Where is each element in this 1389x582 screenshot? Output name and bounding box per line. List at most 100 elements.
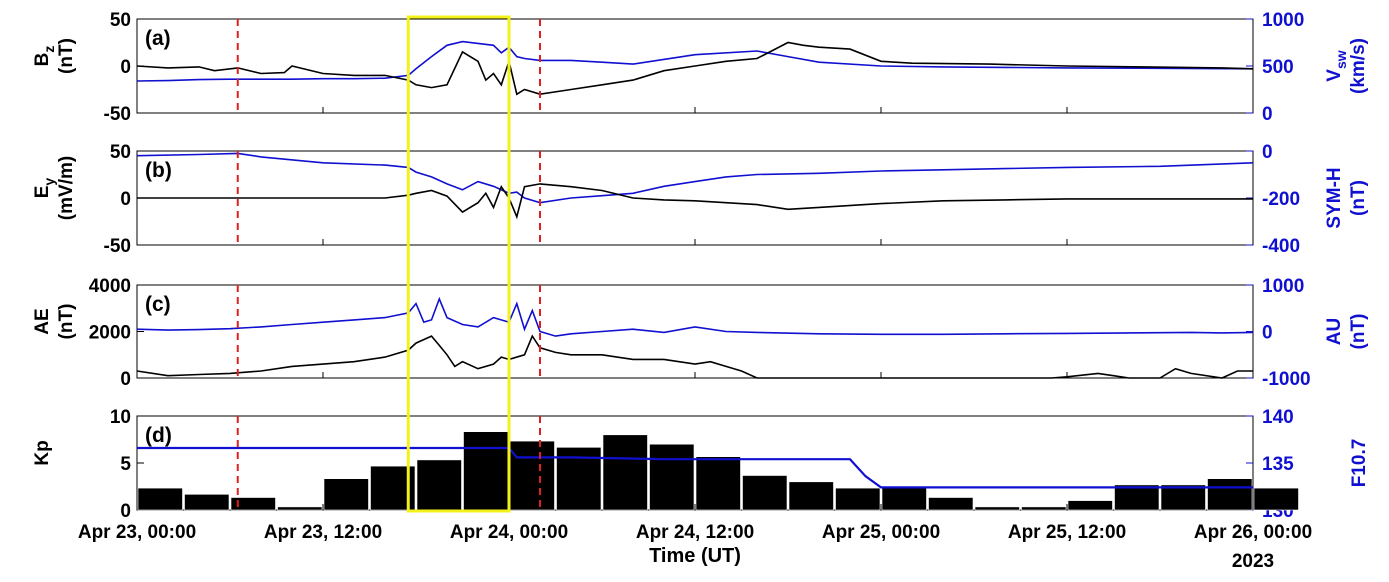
ytick-left-label: 0 [120, 57, 131, 78]
kp-bar [1067, 500, 1113, 511]
ylabel-left-sub: y [41, 178, 57, 186]
kp-bar [509, 440, 555, 511]
ytick-left-label: -50 [104, 104, 131, 125]
ylabel-right-text: Vsw [1324, 50, 1349, 81]
x-axis-title: Time (UT) [649, 545, 741, 567]
ylabel-left-base: E [32, 186, 53, 199]
ylabel-right-base: AU [1324, 318, 1345, 345]
ylabel-left-sub: z [41, 46, 57, 53]
panel-label: (b) [145, 159, 172, 182]
kp-bar [463, 431, 509, 511]
x-tick-label: Apr 24, 00:00 [450, 522, 568, 543]
kp-bar [928, 497, 974, 511]
kp-bar [184, 494, 230, 511]
kp-bar [137, 487, 183, 511]
panel-label: (a) [145, 27, 171, 50]
ylabel-left: Ey (mV/m) [32, 156, 77, 220]
ylabel-right: AU (nT) [1324, 314, 1369, 350]
kp-bar [277, 506, 323, 511]
ytick-right-label: -1000 [1262, 369, 1311, 390]
ylabel-right-base: V [1324, 69, 1345, 82]
ytick-left-label: 0 [120, 189, 131, 210]
ylabel-right-unit: (nT) [1348, 180, 1369, 216]
ytick-right-label: 1000 [1262, 10, 1304, 31]
ylabel-right-text: F10.7 [1349, 439, 1370, 488]
ylabel-left-base: B [32, 53, 53, 67]
ylabel-left-base: AE [32, 308, 53, 334]
ylabel-left-text: Ey [32, 178, 57, 199]
kp-bar [649, 443, 695, 511]
ylabel-left: Bz (nT) [32, 38, 77, 74]
ylabel-left-unit: (mV/m) [56, 156, 77, 220]
f107-line [137, 446, 1253, 489]
kp-bar [974, 506, 1020, 511]
ylabel-left-unit: (nT) [56, 38, 77, 74]
ylabel-left-text: Bz [32, 46, 57, 67]
ytick-right-label: 135 [1262, 454, 1294, 475]
x-tick-label: Apr 25, 12:00 [1008, 522, 1126, 543]
overlays [236, 15, 541, 513]
kp-bar [1160, 484, 1206, 511]
ytick-left-label: 0 [120, 369, 131, 390]
ytick-right-label: 140 [1262, 407, 1294, 428]
x-axis: Apr 23, 00:00 Apr 23, 12:00 Apr 24, 00:00 A… [78, 522, 1312, 572]
ytick-right-label: -400 [1262, 236, 1300, 257]
kp-bar [230, 497, 276, 511]
ytick-left-label: -50 [104, 236, 131, 257]
ytick-left-label: 4000 [89, 276, 131, 297]
ytick-right-label: 0 [1262, 142, 1273, 163]
x-tick-label: Apr 26, 00:00 [1194, 522, 1312, 543]
ylabel-right-text: AU [1324, 318, 1345, 345]
kp-bar [1114, 484, 1160, 511]
ytick-left-label: 2000 [89, 323, 131, 344]
series-left-line [136, 334, 1253, 379]
ylabel-right-base: SYM-H [1324, 167, 1345, 228]
series-left-line [136, 41, 1254, 96]
x-tick-label: Apr 23, 12:00 [264, 522, 382, 543]
panel-label: (d) [145, 424, 172, 447]
kp-bar [1021, 506, 1067, 511]
x-tick-label: Apr 25, 00:00 [822, 522, 940, 543]
ytick-left-label: 10 [110, 407, 131, 428]
ylabel-left: AE (nT) [32, 304, 77, 340]
panel-label: (c) [145, 293, 171, 316]
kp-bar [881, 487, 927, 511]
kp-bar [835, 487, 881, 511]
ytick-left-label: 0 [120, 501, 131, 522]
kp-bar [695, 456, 741, 511]
ylabel-right-unit: (nT) [1348, 314, 1369, 350]
panel-frame [136, 415, 1254, 511]
ytick-right-label: -200 [1262, 189, 1300, 210]
ylabel-left-text: AE [32, 308, 53, 334]
ytick-right-label: 500 [1262, 57, 1294, 78]
series-right-line [136, 296, 1254, 337]
x-axis-year: 2023 [1232, 551, 1274, 572]
series-left-line [137, 183, 1253, 220]
ytick-right-label: 0 [1262, 104, 1273, 125]
ytick-right-label: 1000 [1262, 276, 1304, 297]
ylabel-left-base: Kp [32, 440, 53, 465]
ylabel-left-text: Kp [32, 440, 53, 465]
series-right-line [136, 40, 1254, 82]
kp-bar [416, 459, 462, 511]
ylabel-right-base: F10.7 [1349, 439, 1370, 488]
ylabel-right-unit: (km/s) [1348, 38, 1369, 94]
kp-bar [1207, 478, 1253, 511]
x-tick-label: Apr 23, 00:00 [78, 522, 196, 543]
ytick-left-label: 50 [110, 10, 131, 31]
panel-1: -50 0 50 -400 -200 0 Ey (mV/m) SYM-H (nT) (b) [32, 142, 1369, 257]
ytick-right-label: 0 [1262, 323, 1273, 344]
ylabel-right-text: SYM-H [1324, 167, 1345, 228]
highlight-box [406, 15, 511, 513]
ylabel-right: Vsw (km/s) [1324, 38, 1369, 94]
ylabel-right: SYM-H (nT) [1324, 167, 1369, 228]
kp-bar [742, 475, 788, 511]
x-tick-label: Apr 24, 12:00 [636, 522, 754, 543]
ytick-left-label: 5 [120, 454, 131, 475]
